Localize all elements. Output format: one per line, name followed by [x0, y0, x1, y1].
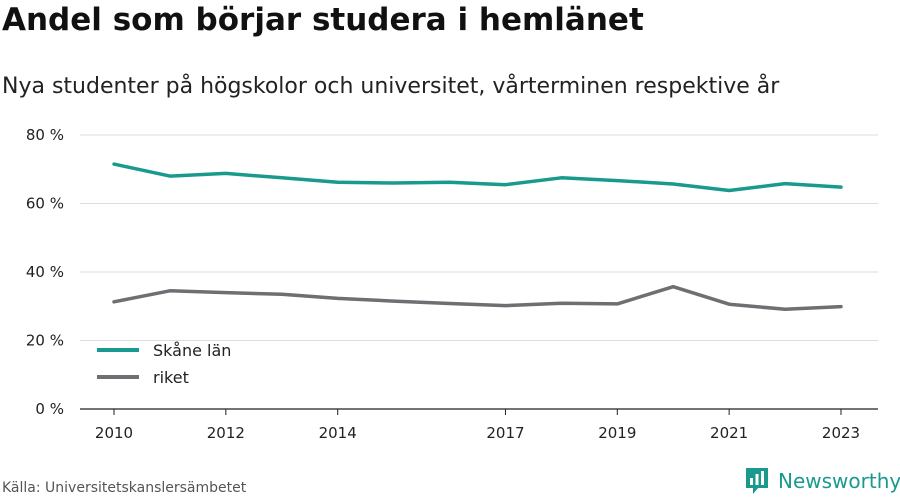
series-line	[112, 284, 843, 312]
brand-logo: Newsworthy	[744, 466, 900, 496]
y-tick-label: 20 %	[26, 332, 64, 350]
chart-title: Andel som börjar studera i hemlänet	[2, 2, 644, 38]
y-tick-label: 80 %	[26, 126, 64, 144]
x-tick-label: 2019	[598, 424, 636, 442]
y-tick-label: 40 %	[26, 263, 64, 281]
grid-lines	[80, 134, 878, 341]
bar-chart-icon	[746, 468, 768, 494]
legend: Skåne län riket	[97, 341, 231, 387]
legend-label: Skåne län	[153, 341, 231, 360]
x-tick-label: 2014	[319, 424, 357, 442]
y-axis-ticks: 0 % 20 % 40 % 60 % 80 %	[26, 126, 64, 418]
chart-subtitle: Nya studenter på högskolor och universit…	[2, 74, 780, 99]
x-tick-label: 2021	[710, 424, 748, 442]
x-tick-label: 2017	[486, 424, 524, 442]
x-tick-label: 2010	[95, 424, 133, 442]
y-tick-label: 0 %	[35, 400, 64, 418]
series-lines	[112, 162, 843, 312]
line-chart: 0 % 20 % 40 % 60 % 80 % 2010 2012 2014 2017 2019…	[26, 126, 878, 442]
series-line	[112, 162, 843, 193]
x-tick-label: 2012	[207, 424, 245, 442]
brand-name: Newsworthy	[778, 469, 900, 493]
legend-label: riket	[153, 368, 189, 387]
y-tick-label: 60 %	[26, 195, 64, 213]
x-tick-label: 2023	[822, 424, 860, 442]
source-note: Källa: Universitetskanslersämbetet	[2, 480, 247, 496]
x-axis: 2010 2012 2014 2017 2019 2021 2023	[80, 408, 878, 442]
